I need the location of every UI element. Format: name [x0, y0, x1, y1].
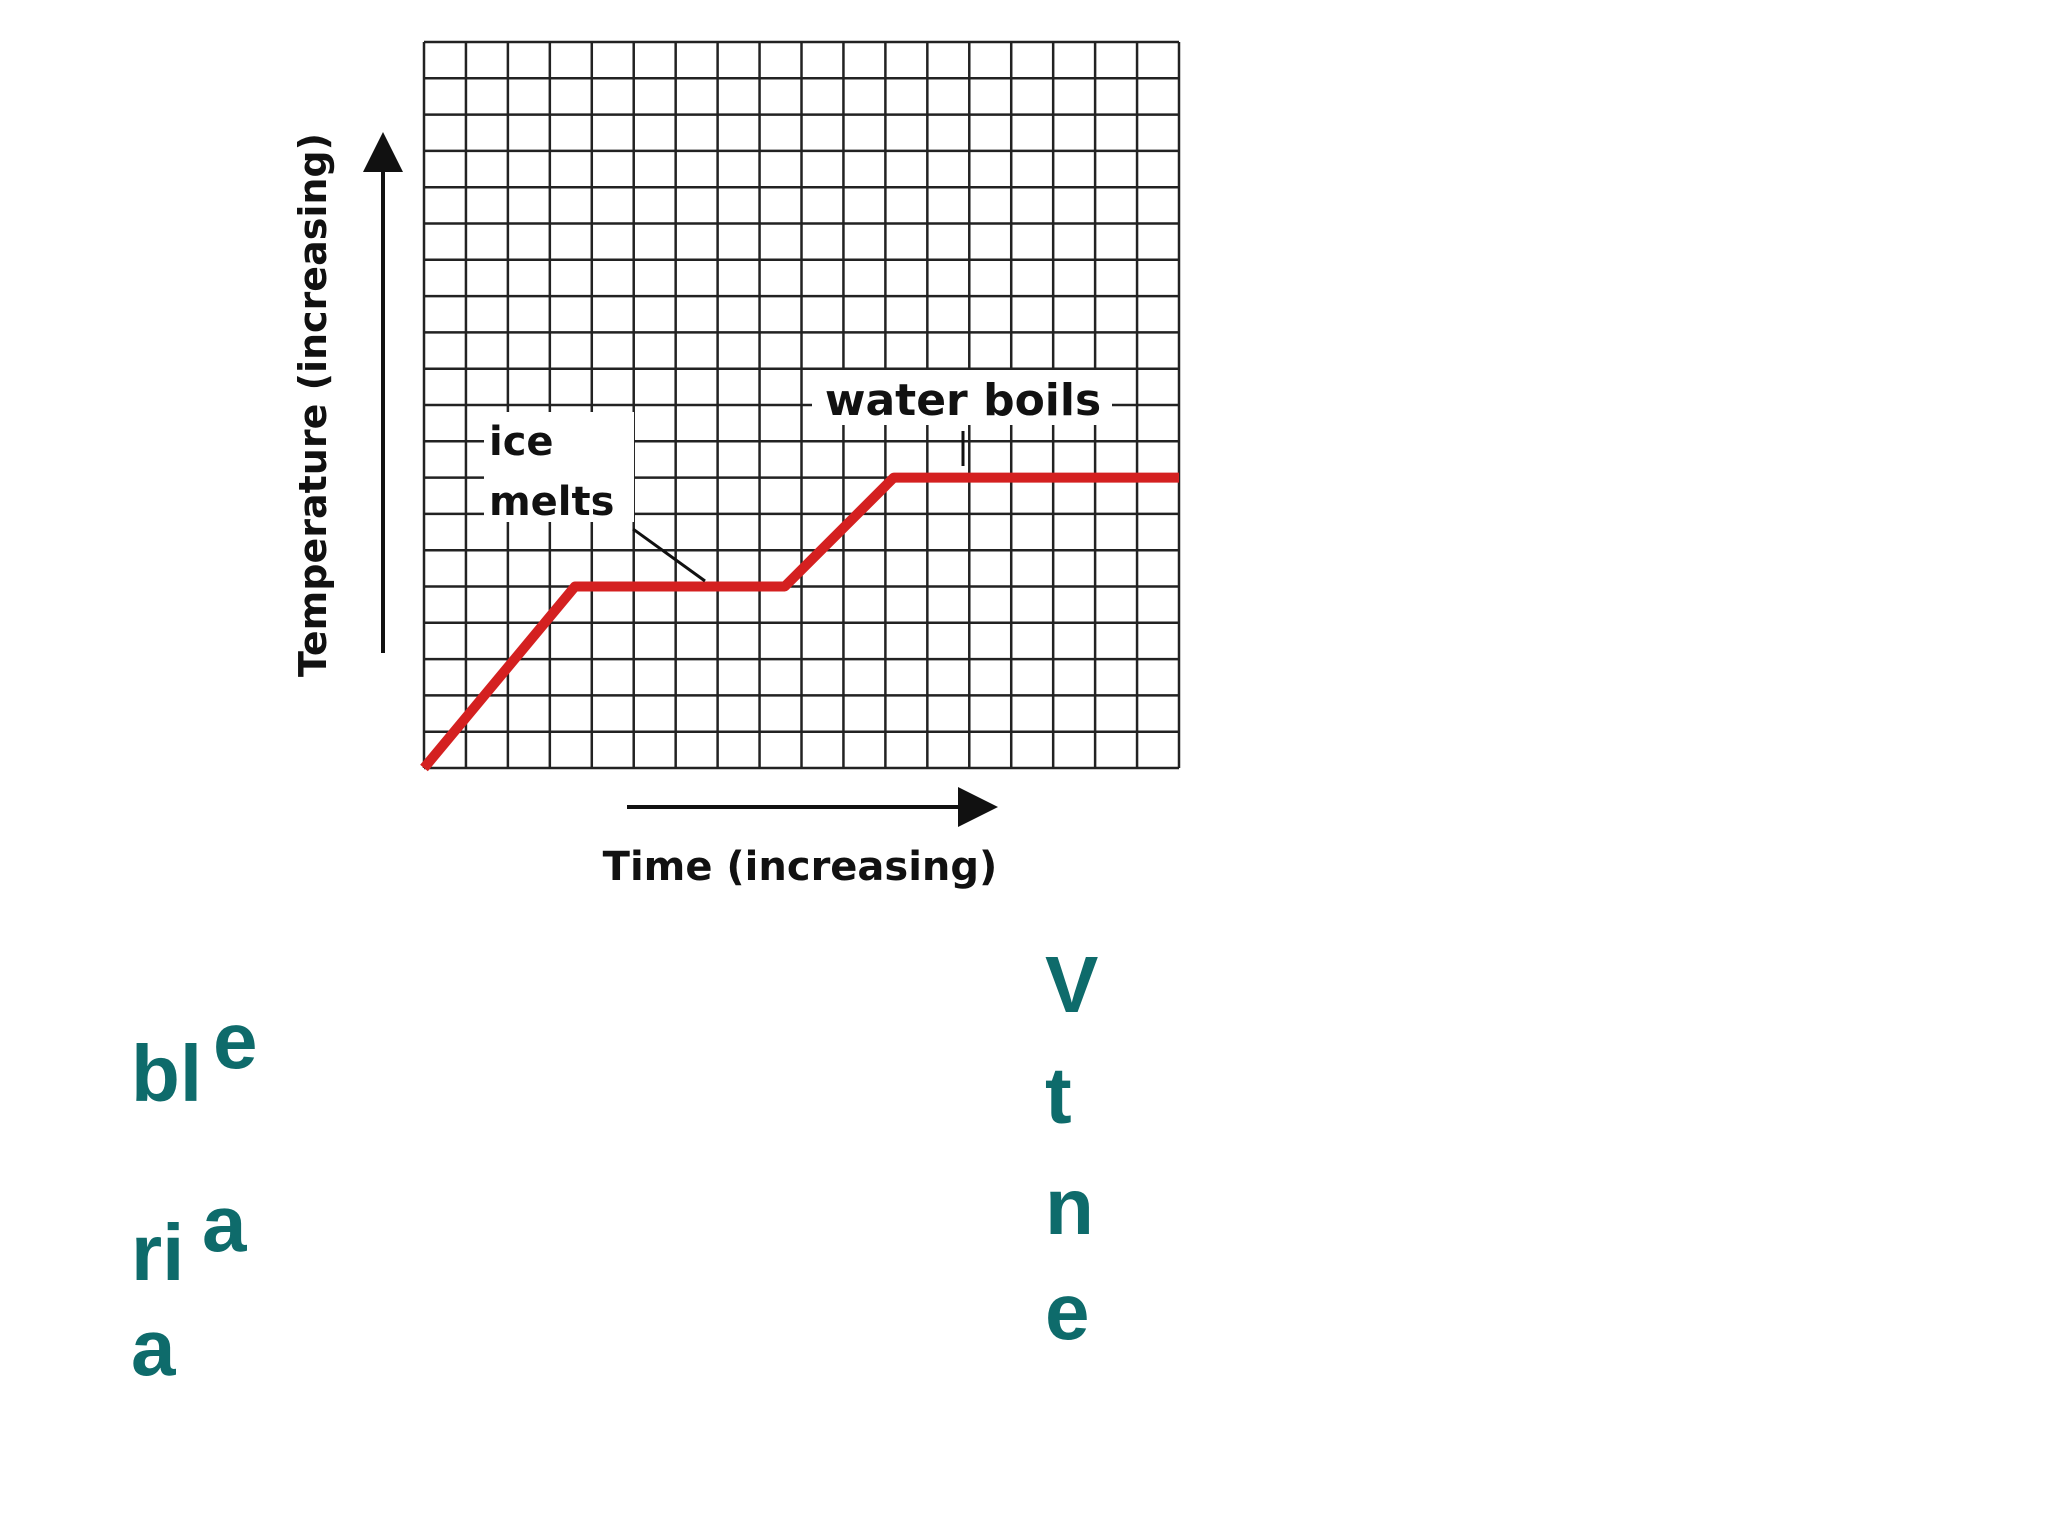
annotation: water boils [825, 375, 1101, 426]
text-fragment: n [1045, 1162, 1094, 1251]
leader-line [632, 527, 706, 583]
text-fragment: ri [131, 1208, 184, 1297]
annotation: melts [489, 479, 614, 525]
text-fragment: bl [131, 1029, 202, 1118]
x-axis-label: Time (increasing) [603, 844, 998, 890]
plot [420, 472, 1179, 772]
text-fragment: t [1045, 1051, 1072, 1140]
heating-curve [420, 472, 1179, 772]
text-fragment: a [131, 1303, 176, 1392]
text-fragment: e [213, 996, 258, 1085]
annotation: ice [489, 419, 554, 465]
label-bg [484, 412, 634, 522]
y-axis-label: Temperature (increasing) [291, 133, 335, 677]
text-fragment: a [202, 1179, 247, 1268]
label-bg [812, 370, 1112, 425]
text-fragment: V [1045, 940, 1098, 1029]
text-fragment: e [1045, 1267, 1090, 1356]
